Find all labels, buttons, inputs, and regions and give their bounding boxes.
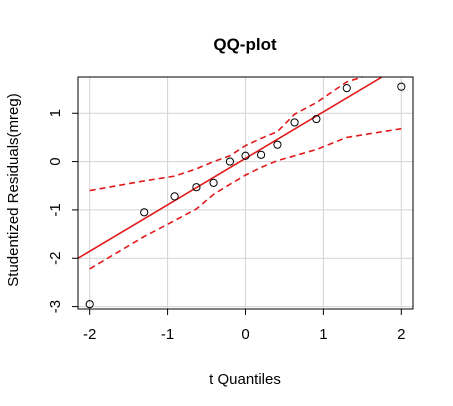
y-axis-label: Studentized Residuals(mreg)	[5, 93, 22, 286]
data-point-0	[85, 300, 94, 309]
reference-line	[77, 76, 383, 259]
y-tick-label-2: -1	[47, 203, 64, 216]
x-tick-label-3: 1	[319, 326, 327, 343]
data-point-1	[140, 208, 149, 217]
x-tick-label-2: 0	[241, 326, 249, 343]
data-point-8	[273, 140, 282, 149]
x-tick-label-0: -2	[83, 326, 96, 343]
grid-lines	[78, 77, 413, 309]
confidence-band-upper	[89, 76, 363, 192]
chart-title: QQ-plot	[213, 35, 277, 54]
x-axis-label: t Quantiles	[209, 371, 281, 388]
data-points	[85, 82, 406, 309]
data-point-9	[290, 118, 299, 127]
data-point-11	[342, 84, 351, 93]
confidence-band-lower	[89, 127, 402, 270]
y-axis: -3 -2 -1 0 1	[47, 109, 78, 313]
y-tick-label-3: 0	[47, 157, 64, 165]
data-point-3	[192, 183, 201, 192]
data-point-12	[397, 82, 406, 91]
reference-line-layer	[77, 76, 383, 259]
x-tick-label-1: -1	[161, 326, 174, 343]
data-point-10	[312, 114, 321, 124]
data-point-2	[170, 192, 179, 201]
x-axis: -2 -1 0 1 2	[83, 309, 405, 343]
data-point-5	[225, 157, 235, 166]
y-tick-label-4: 1	[47, 109, 64, 117]
confidence-band	[89, 76, 402, 270]
data-point-6	[241, 151, 250, 160]
y-tick-label-0: -3	[47, 300, 64, 313]
x-tick-label-4: 2	[397, 326, 405, 343]
data-point-4	[209, 178, 218, 187]
y-tick-label-1: -2	[47, 252, 64, 265]
data-point-7	[256, 150, 266, 159]
